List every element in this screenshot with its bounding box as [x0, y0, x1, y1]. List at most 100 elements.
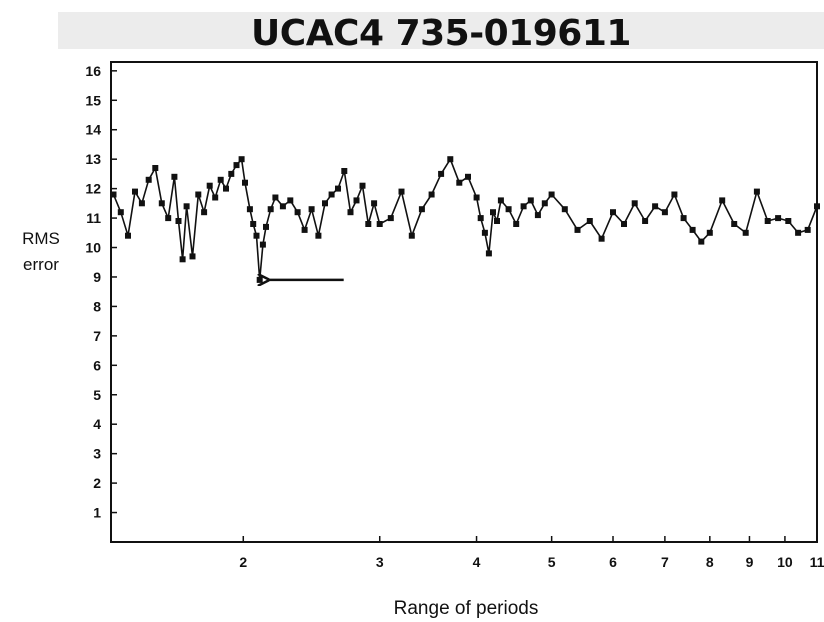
series-0-point-10 [175, 218, 182, 224]
series-0-point-41 [341, 168, 348, 174]
series-0-point-40 [335, 185, 341, 192]
series-0-point-66 [520, 203, 527, 210]
series-0-point-79 [652, 203, 659, 210]
series-0-point-53 [438, 170, 445, 177]
series-0-point-22 [238, 156, 245, 163]
series-0-point-11 [179, 256, 186, 263]
y-axis-label-line1: RMS [22, 229, 60, 248]
series-0-point-14 [195, 191, 202, 198]
y-tick-label-5: 5 [93, 387, 101, 403]
x-tick-label-2: 2 [239, 554, 247, 570]
series-0-point-21 [233, 162, 240, 169]
series-0-point-76 [621, 221, 627, 227]
x-axis-ticks: 2 3 4 5 6 7 8 9 10 11 [239, 536, 824, 570]
series-0-point-34 [294, 209, 301, 216]
series-0-point-81 [671, 191, 678, 198]
series-0-point-5 [145, 176, 152, 183]
plot-frame [110, 61, 818, 543]
series-0-point-28 [259, 241, 266, 248]
series-0-point-71 [561, 206, 568, 213]
series-0-point-89 [753, 188, 760, 195]
y-tick-label-15: 15 [85, 92, 101, 108]
series-0-point-77 [631, 200, 638, 207]
series-0-point-74 [598, 235, 605, 242]
series-0-point-78 [642, 218, 649, 224]
series-0-point-94 [804, 226, 811, 233]
series-0-point-82 [680, 215, 687, 222]
series-0-point-32 [279, 203, 286, 210]
chart-title: UCAC4 735-019611 [251, 13, 631, 54]
y-tick-label-2: 2 [93, 475, 101, 491]
series-0-point-12 [183, 203, 190, 210]
series-0-point-42 [347, 209, 354, 216]
series-0-point-7 [158, 200, 165, 207]
series-0-point-24 [246, 206, 253, 213]
y-axis-label-line2: error [23, 255, 59, 274]
series-0-point-61 [490, 209, 496, 216]
y-tick-label-10: 10 [85, 240, 101, 256]
series-0-point-84 [698, 238, 705, 245]
series-0-point-39 [328, 191, 335, 198]
series-0-point-95 [814, 203, 820, 210]
series-0-point-35 [301, 226, 308, 233]
x-axis-label: Range of periods [394, 598, 539, 619]
series-0-point-52 [428, 191, 435, 198]
series-0-point-47 [376, 221, 383, 227]
series-0-point-67 [527, 197, 534, 204]
series-0-point-16 [206, 182, 213, 189]
series-0-point-85 [706, 229, 713, 236]
series-0-point-51 [418, 206, 425, 213]
series-0-point-8 [165, 215, 172, 222]
series-0-point-93 [795, 229, 802, 236]
series-group [110, 156, 820, 283]
x-tick-label-5: 5 [548, 554, 556, 570]
series-0-point-36 [308, 206, 315, 213]
y-tick-label-4: 4 [93, 416, 101, 432]
series-0-point-1 [117, 209, 124, 216]
series-0-point-43 [353, 197, 360, 204]
x-tick-label-9: 9 [746, 554, 754, 570]
series-0-point-48 [387, 215, 394, 222]
series-0-point-6 [152, 165, 159, 171]
series-0-point-31 [272, 194, 279, 201]
series-0-point-44 [359, 182, 366, 189]
series-0-point-62 [494, 218, 500, 224]
series-0-point-92 [785, 218, 792, 224]
series-0-point-29 [263, 223, 269, 230]
series-0-point-80 [661, 209, 668, 216]
series-0-point-2 [125, 232, 131, 239]
series-0-point-19 [223, 185, 229, 192]
series-0-point-45 [365, 221, 372, 227]
x-tick-label-10: 10 [777, 554, 793, 570]
series-0-point-25 [250, 221, 257, 227]
series-0-point-57 [473, 194, 480, 201]
x-tick-label-7: 7 [661, 554, 669, 570]
series-0-point-26 [253, 232, 260, 239]
y-tick-label-9: 9 [93, 269, 101, 285]
series-0-point-90 [764, 218, 771, 224]
series-0-point-46 [371, 200, 378, 207]
series-0-point-23 [242, 179, 248, 186]
series-0-point-86 [719, 197, 726, 204]
series-0-point-55 [456, 179, 463, 186]
series-0-point-18 [217, 176, 224, 183]
series-0-point-88 [742, 229, 749, 236]
y-tick-label-14: 14 [85, 122, 101, 138]
y-tick-label-6: 6 [93, 357, 101, 373]
series-0-point-9 [171, 173, 178, 180]
x-tick-label-11: 11 [810, 554, 824, 570]
y-tick-label-12: 12 [85, 181, 101, 197]
x-tick-label-8: 8 [706, 554, 714, 570]
series-0-point-70 [548, 191, 555, 198]
series-0-point-50 [408, 232, 415, 239]
series-0-point-37 [315, 232, 322, 239]
series-0-point-58 [477, 215, 484, 222]
y-tick-label-11: 11 [86, 210, 101, 226]
series-0-point-15 [201, 209, 208, 216]
series-0-point-27 [256, 276, 263, 283]
series-0-point-38 [322, 200, 328, 207]
x-tick-label-6: 6 [609, 554, 617, 570]
series-0-point-87 [731, 221, 738, 227]
series-0-point-68 [534, 212, 541, 219]
